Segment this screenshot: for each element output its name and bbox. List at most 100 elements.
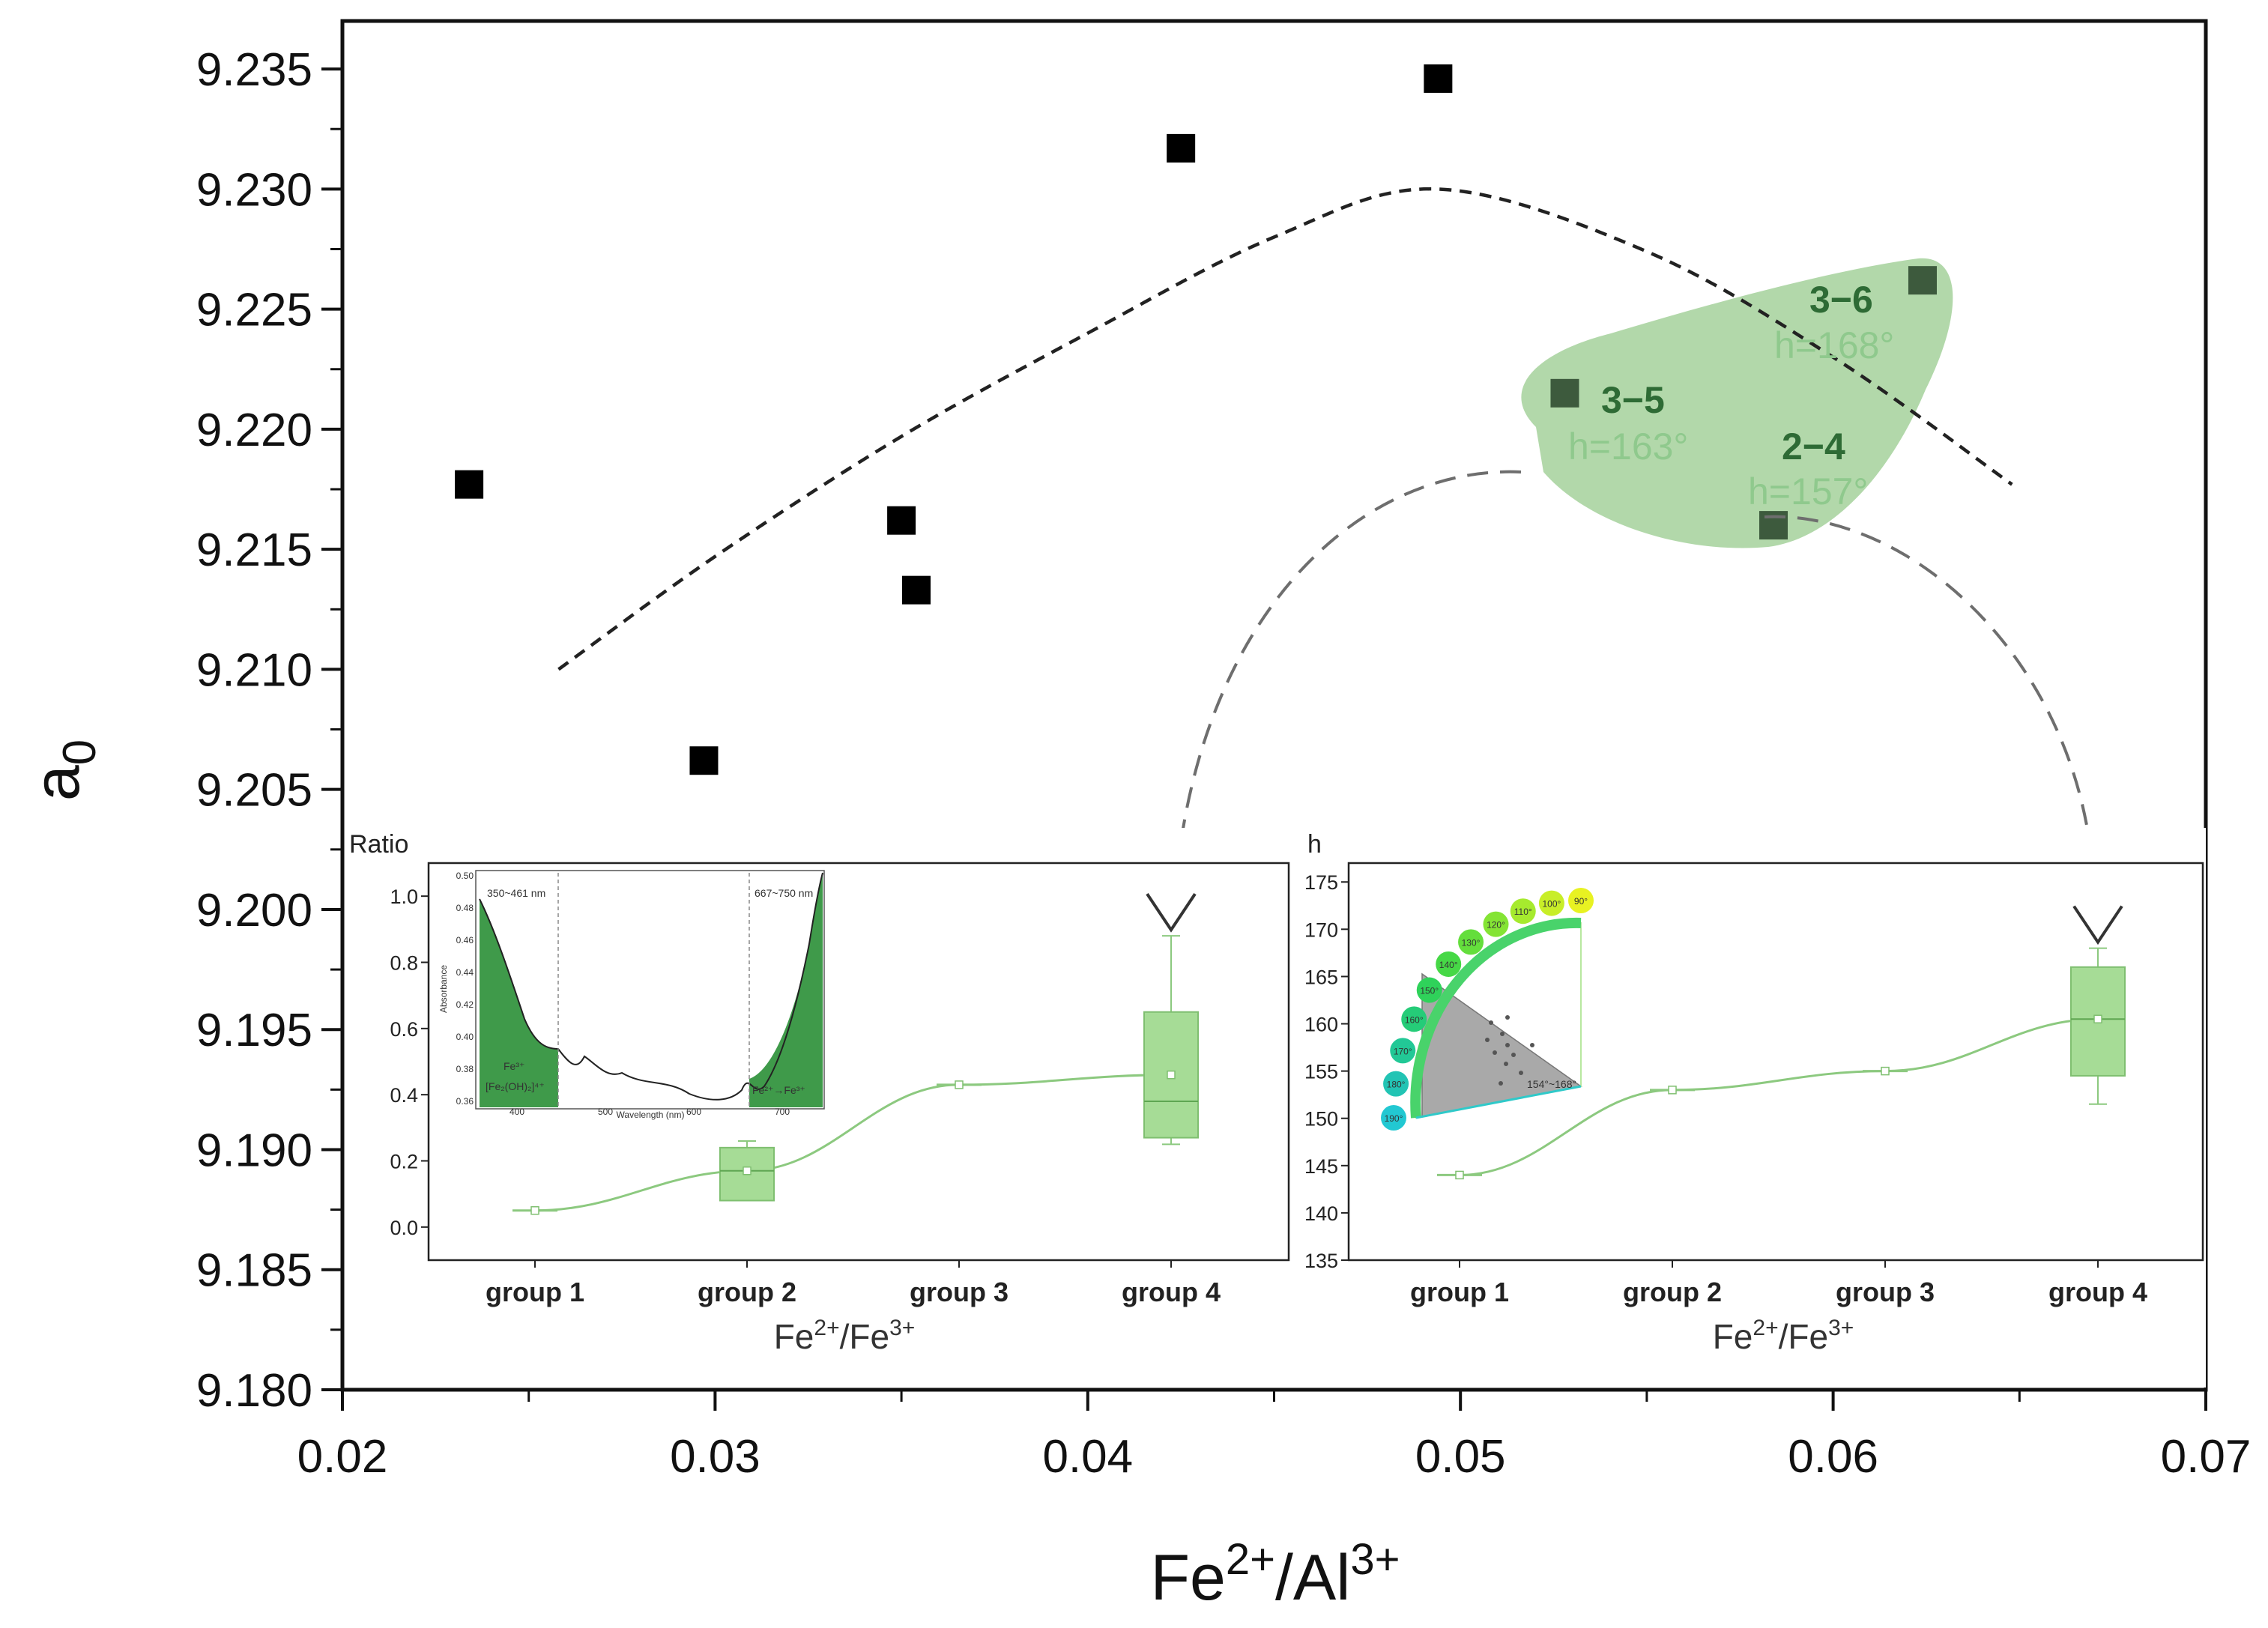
- y-tick-label: 9.205: [196, 765, 312, 817]
- y-tick-label: 9.180: [196, 1365, 312, 1417]
- spectrum-x-tick-label: 400: [509, 1107, 524, 1117]
- hue-dot: [1568, 888, 1594, 913]
- inset2-xlabel: Fe2+/Fe3+: [1713, 1316, 1854, 1356]
- inset2-boxes: [1437, 905, 2126, 1180]
- y-tick-label: 9.225: [196, 285, 312, 336]
- spectrum-y-ticks: 0.36 0.38 0.40 0.42 0.44 0.46 0.48 0.50: [456, 871, 474, 1107]
- spectrum-y-tick-label: 0.46: [456, 935, 474, 945]
- y-tick-label: 9.210: [196, 644, 312, 696]
- data-point: [887, 506, 916, 535]
- spectrum-x-tick-label: 600: [686, 1107, 701, 1117]
- svg-text:a0: a0: [21, 739, 106, 801]
- hue-dot-label: 190°: [1385, 1113, 1403, 1124]
- y-tick-label: 9.230: [196, 164, 312, 216]
- inset1-x-tick-label: group 2: [698, 1277, 796, 1307]
- hue-range-label: 154°~168°: [1527, 1078, 1576, 1090]
- main-chart: 0.02 0.03 0.04 0.05 0.06 0.07 9.180 9.185 9.190…: [21, 19, 2251, 1614]
- inset1-x-tick-label: group 1: [486, 1277, 584, 1307]
- inset1-y-tick-label: 0.4: [390, 1084, 418, 1107]
- label-2-4-angle: h=157°: [1748, 470, 1868, 512]
- inset1-x-tick-label: group 4: [1122, 1277, 1221, 1307]
- spectrum-band1: 350~461 nm: [487, 887, 545, 899]
- inset1-y-tick-label: 0.6: [390, 1018, 418, 1041]
- label-2-4: 2−4: [1782, 426, 1845, 467]
- inset2-y-tick-label: 175: [1304, 871, 1338, 894]
- y-axis-title-main: a: [21, 765, 93, 801]
- inset2-x-ticks: group 1 group 2 group 3 group 4: [1410, 1260, 2147, 1307]
- inset1-x-tick-label: group 3: [910, 1277, 1008, 1307]
- inset1-mean-marker: [743, 1166, 752, 1175]
- hue-dot: [1383, 1071, 1409, 1097]
- hue-dot: [1390, 1038, 1416, 1064]
- inset2-y-tick-label: 170: [1304, 919, 1338, 941]
- inset2-mean-line: [1459, 1017, 2099, 1176]
- spectrum-label1-top: Fe³⁺: [504, 1060, 524, 1072]
- x-axis-title: Fe2+/Al3+: [1150, 1535, 1400, 1614]
- connector-arc-right: [1764, 515, 2096, 900]
- spectrum-band2: 667~750 nm: [755, 887, 813, 899]
- hue-dot-label: 170°: [1394, 1046, 1412, 1056]
- inset1-mean-line: [534, 1074, 1172, 1212]
- highlight-region: [1521, 258, 1953, 548]
- x-tick-label: 0.04: [1042, 1431, 1133, 1483]
- inset2-mean-marker: [1881, 1066, 1890, 1076]
- spectrum-fill-right: [749, 873, 823, 1107]
- inset2-x-tick-label: group 4: [2048, 1277, 2147, 1307]
- spectrum-x-tick-label: 500: [598, 1107, 613, 1117]
- spectrum-label2: Fe²⁺→Fe³⁺: [752, 1084, 805, 1096]
- spectrum-x-tick-label: 700: [775, 1107, 790, 1117]
- connector-arc-left: [1171, 470, 1522, 948]
- y-tick-label: 9.195: [196, 1005, 312, 1056]
- data-point: [1167, 133, 1196, 163]
- spectrum-y-tick-label: 0.44: [456, 967, 474, 978]
- hue-dot-label: 90°: [1574, 896, 1588, 907]
- spectrum-y-tick-label: 0.36: [456, 1096, 474, 1107]
- label-3-6: 3−6: [1809, 279, 1873, 321]
- spectrum-y-tick-label: 0.38: [456, 1064, 474, 1074]
- hue-dot: [1483, 911, 1509, 937]
- inset2-ylabel: h: [1307, 830, 1322, 859]
- trend-curve: [557, 187, 2013, 671]
- inset1-y-ticks: 0.0 0.2 0.4 0.6 0.8 1.0: [390, 886, 429, 1239]
- data-points: [455, 64, 1937, 775]
- x-tick-label: 0.05: [1415, 1431, 1506, 1483]
- inset1-y-tick-label: 0.0: [390, 1217, 418, 1239]
- hue-dot: [1538, 890, 1564, 916]
- spectrum-line: [479, 872, 823, 1101]
- hue-dot: [1436, 951, 1462, 977]
- data-point: [1550, 378, 1579, 408]
- hue-dot: [1416, 977, 1442, 1003]
- hue-dots: 90° 100° 110° 120° 130° 140° 150° 160° 170° 180° 1…: [1381, 888, 1594, 1131]
- x-tick-label: 0.06: [1788, 1431, 1878, 1483]
- spectrum-ylabel: Absorbance: [438, 965, 449, 1013]
- label-3-6-angle: h=168°: [1774, 324, 1894, 366]
- inset1-frame: [427, 862, 1290, 1262]
- hue-dot-label: 140°: [1439, 960, 1458, 970]
- inset2-y-tick-label: 155: [1304, 1061, 1338, 1083]
- inset2-y-tick-label: 145: [1304, 1155, 1338, 1178]
- data-point: [1908, 266, 1937, 295]
- x-axis-ticks: 0.02 0.03 0.04 0.05 0.06 0.07: [297, 1390, 2251, 1483]
- data-point: [455, 470, 484, 499]
- hue-baseline: [1415, 1085, 1582, 1119]
- y-tick-label: 9.215: [196, 524, 312, 576]
- inset1-mean-marker: [1167, 1070, 1176, 1080]
- y-tick-label: 9.190: [196, 1125, 312, 1176]
- spectrum-y-tick-label: 0.40: [456, 1032, 474, 1042]
- data-point: [1424, 64, 1453, 93]
- inset2-y-tick-label: 165: [1304, 966, 1338, 988]
- inset2-frame: [1347, 862, 2204, 1262]
- hue-dot: [1458, 929, 1484, 955]
- trend-curve-line: [557, 187, 2013, 671]
- inset1-pointer-arrow: [1146, 893, 1197, 933]
- spectrum-y-tick-label: 0.48: [456, 903, 474, 913]
- hue-wheel: 154°~168° 90° 100° 110° 120° 130° 140° 150° 160…: [1381, 888, 1594, 1131]
- spectrum-xlabel: Wavelength (nm): [617, 1110, 685, 1120]
- label-3-5: 3−5: [1601, 379, 1665, 421]
- hue-dot-label: 160°: [1405, 1014, 1424, 1025]
- inset2-y-tick-label: 150: [1304, 1108, 1338, 1131]
- inset1-mean-marker: [955, 1080, 964, 1089]
